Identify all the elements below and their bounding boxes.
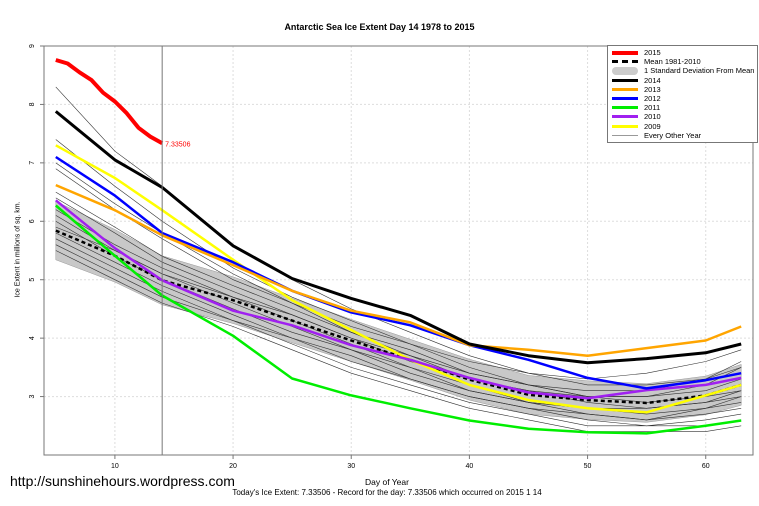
- legend-swatch: [612, 134, 638, 136]
- legend-item: 2011: [612, 103, 757, 112]
- legend-label: 2011: [644, 103, 661, 113]
- legend-item: Mean 1981-2010: [612, 57, 757, 66]
- legend-swatch: [612, 66, 638, 75]
- y-tick-label: 3: [29, 395, 36, 399]
- y-tick-label: 9: [29, 44, 36, 48]
- legend-swatch: [612, 106, 638, 110]
- x-tick-label: 50: [584, 463, 592, 470]
- legend-swatch: [612, 60, 638, 64]
- end-value-label: 7.33506: [165, 141, 190, 148]
- legend-item: 1 Standard Deviation From Mean: [612, 66, 757, 75]
- legend-item: 2010: [612, 112, 757, 121]
- x-axis-label: Day of Year: [365, 477, 409, 487]
- legend-item: 2014: [612, 76, 757, 85]
- chart-subtitle: Today's Ice Extent: 7.33506 - Record for…: [232, 488, 542, 497]
- x-tick-label: 30: [347, 463, 355, 470]
- legend-label: 2012: [644, 94, 661, 104]
- legend-label: 2013: [644, 84, 661, 94]
- series-line-2014: [54, 110, 742, 365]
- x-tick-label: 40: [466, 463, 474, 470]
- series-line-2015: [55, 58, 164, 146]
- y-tick-label: 7: [29, 161, 36, 165]
- y-tick-label: 6: [29, 219, 36, 223]
- legend-item: 2009: [612, 122, 757, 131]
- legend-swatch: [612, 87, 638, 91]
- legend-item: 2012: [612, 94, 757, 103]
- plot-frame: [43, 45, 754, 456]
- source-url: http://sunshinehours.wordpress.com: [10, 473, 235, 489]
- legend-item: Every Other Year: [612, 131, 757, 140]
- legend-label: 2014: [644, 75, 661, 85]
- legend-swatch: [612, 124, 638, 128]
- y-tick-label: 5: [29, 278, 36, 282]
- chart-title: Antarctic Sea Ice Extent Day 14 1978 to …: [284, 22, 475, 32]
- legend-item: 2015: [612, 48, 757, 57]
- y-tick-label: 8: [29, 102, 36, 106]
- legend-label: 2010: [644, 112, 661, 122]
- legend: 2015 Mean 1981-2010 1 Standard Deviation F…: [607, 45, 758, 143]
- y-tick-label: 4: [29, 336, 36, 340]
- legend-swatch: [612, 115, 638, 119]
- legend-label: 1 Standard Deviation From Mean: [644, 66, 755, 76]
- legend-swatch: [612, 97, 638, 101]
- x-tick-label: 60: [702, 463, 710, 470]
- legend-label: 2009: [644, 121, 661, 131]
- legend-label: Every Other Year: [644, 130, 702, 140]
- legend-swatch: [612, 78, 638, 82]
- x-tick-label: 20: [229, 463, 237, 470]
- legend-item: 2013: [612, 85, 757, 94]
- legend-swatch: [612, 50, 638, 55]
- y-axis-label: Ice Extent in millions of sq. km.: [14, 201, 22, 298]
- legend-label: Mean 1981-2010: [644, 57, 701, 67]
- x-tick-label: 10: [111, 463, 119, 470]
- legend-label: 2015: [644, 48, 661, 58]
